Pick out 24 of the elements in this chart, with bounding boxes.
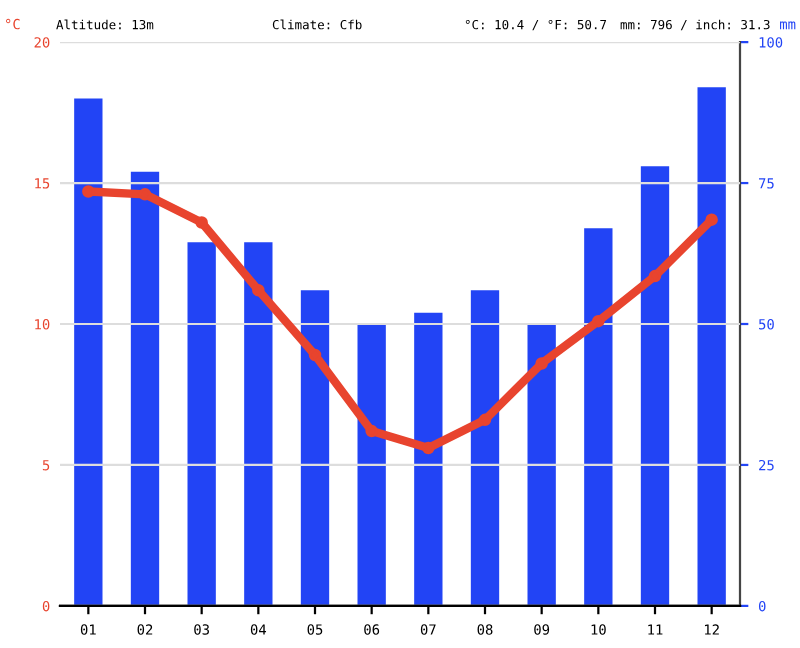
point: [648, 269, 662, 283]
point: [422, 441, 435, 455]
point: [535, 357, 548, 370]
bar: [640, 166, 670, 606]
point: [592, 314, 605, 328]
point: [478, 413, 492, 427]
bar: [187, 242, 216, 606]
bar: [527, 324, 556, 606]
bar: [697, 87, 726, 606]
bar: [130, 171, 160, 606]
point: [138, 188, 152, 201]
bar: [470, 290, 500, 606]
bar: [414, 312, 443, 606]
bar: [244, 242, 273, 606]
point: [195, 216, 208, 229]
point: [82, 185, 95, 198]
bar: [74, 98, 103, 606]
bar: [300, 290, 330, 606]
bar: [357, 324, 386, 606]
point: [252, 283, 265, 297]
point: [705, 213, 718, 226]
point: [365, 424, 378, 438]
point: [308, 348, 322, 362]
bar: [584, 228, 613, 606]
